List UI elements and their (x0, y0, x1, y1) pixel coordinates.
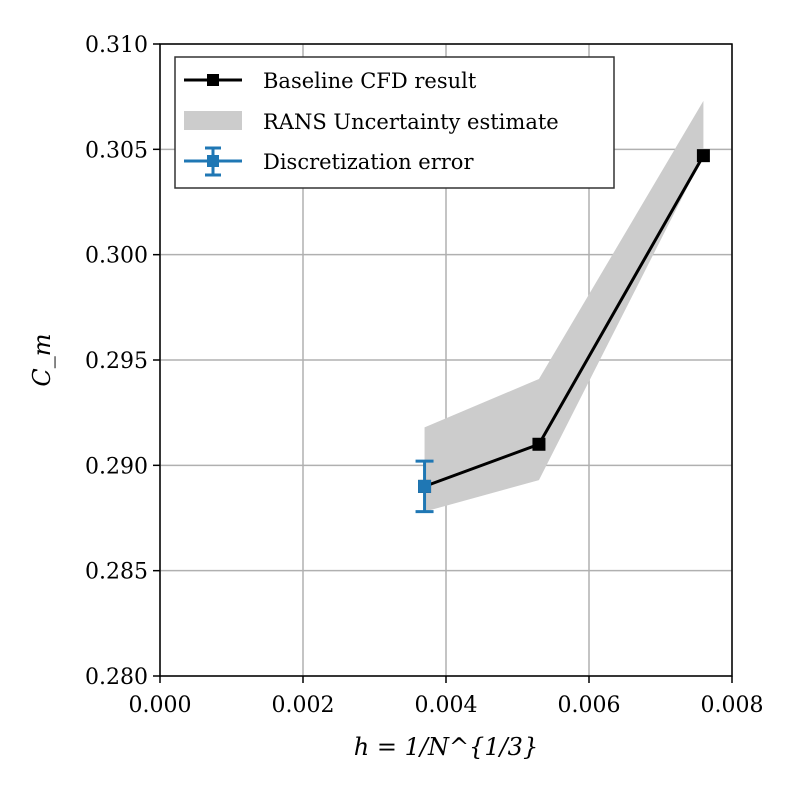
errorbar-layer (415, 459, 434, 514)
y-axis-label: C_m (28, 333, 56, 386)
y-tick-label: 0.305 (85, 138, 148, 163)
y-tick-label: 0.280 (85, 665, 148, 690)
x-tick-label: 0.006 (558, 693, 621, 718)
legend-box (174, 56, 615, 189)
baseline-cfd-point (532, 437, 546, 451)
legend-baseline-marker-icon (207, 74, 219, 86)
x-tick-label: 0.000 (129, 693, 192, 718)
legend-entry-baseline: Baseline CFD result (184, 69, 477, 93)
y-tick-label: 0.310 (85, 33, 148, 58)
legend-entry-discretization: Discretization error (184, 146, 474, 177)
x-tick-label: 0.002 (272, 693, 335, 718)
legend-discretization-label: Discretization error (263, 150, 474, 174)
legend: Baseline CFD result RANS Uncertainty est… (174, 56, 615, 189)
y-tick-label: 0.285 (85, 560, 148, 585)
legend-baseline-label: Baseline CFD result (263, 69, 477, 93)
x-tick-label: 0.008 (701, 693, 764, 718)
y-tick-label: 0.300 (85, 244, 148, 269)
axis-ticks: 0.000 0.002 0.004 0.006 0.008 0.280 0.285 0.290… (85, 33, 763, 718)
uncertainty-band-layer (424, 100, 704, 512)
legend-band-swatch-icon (184, 111, 242, 130)
legend-errorbar-marker-icon (207, 155, 219, 167)
y-tick-label: 0.295 (85, 349, 148, 374)
rans-uncertainty-band (424, 100, 704, 512)
legend-rans-label: RANS Uncertainty estimate (263, 110, 559, 134)
x-axis-label: h = 1/N^{1/3} (354, 733, 538, 761)
y-tick-label: 0.290 (85, 454, 148, 479)
discretization-point (418, 479, 432, 493)
legend-entry-rans: RANS Uncertainty estimate (184, 110, 559, 134)
x-tick-label: 0.004 (415, 693, 478, 718)
baseline-cfd-point (696, 149, 710, 163)
